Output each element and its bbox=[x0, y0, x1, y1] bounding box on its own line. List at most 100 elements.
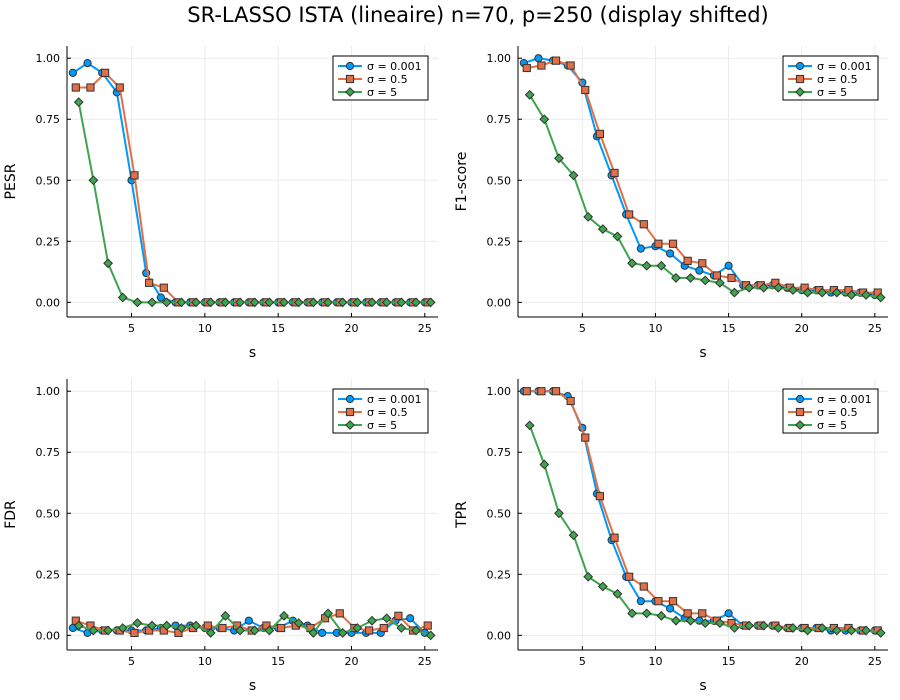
legend-label: σ = 5 bbox=[817, 419, 847, 432]
data-point bbox=[337, 628, 348, 638]
series-3 bbox=[524, 420, 886, 638]
data-point bbox=[364, 626, 374, 635]
x-tick-label: 20 bbox=[344, 322, 358, 335]
data-point bbox=[597, 581, 608, 592]
legend-label: σ = 0.5 bbox=[817, 73, 858, 86]
data-point bbox=[641, 608, 652, 619]
data-point bbox=[103, 258, 113, 269]
data-point bbox=[337, 297, 348, 308]
y-tick-label: 1.00 bbox=[36, 52, 61, 65]
data-point bbox=[668, 239, 678, 248]
legend-label: σ = 0.001 bbox=[367, 393, 422, 406]
data-point bbox=[318, 628, 327, 638]
data-point bbox=[279, 297, 289, 308]
y-tick-label: 0.75 bbox=[487, 113, 512, 126]
data-point bbox=[352, 623, 363, 633]
figure-title: SR-LASSO ISTA (lineaire) n=70, p=250 (di… bbox=[187, 3, 768, 27]
y-tick-label: 0.25 bbox=[487, 568, 512, 581]
data-point bbox=[788, 623, 798, 633]
data-point bbox=[176, 623, 187, 633]
data-point bbox=[695, 266, 704, 275]
y-tick-label: 1.00 bbox=[487, 385, 512, 398]
data-point bbox=[161, 297, 172, 308]
data-point bbox=[597, 224, 608, 235]
series-2 bbox=[522, 56, 882, 297]
data-point bbox=[554, 508, 564, 519]
data-point bbox=[846, 290, 857, 300]
data-point bbox=[683, 256, 692, 265]
data-point bbox=[610, 168, 619, 178]
legend-marker bbox=[795, 74, 805, 84]
x-tick-label: 15 bbox=[722, 322, 736, 335]
data-point bbox=[73, 620, 84, 631]
x-tick-label: 10 bbox=[648, 322, 662, 335]
data-point bbox=[367, 615, 377, 626]
y-tick-label: 0.50 bbox=[36, 174, 61, 187]
y-tick-label: 0.25 bbox=[36, 568, 61, 581]
data-point bbox=[406, 614, 415, 623]
data-point bbox=[86, 83, 95, 92]
data-point bbox=[685, 273, 696, 283]
legend-label: σ = 0.5 bbox=[817, 406, 858, 419]
data-point bbox=[130, 628, 139, 638]
x-tick-label: 20 bbox=[344, 655, 358, 668]
data-point bbox=[264, 297, 275, 308]
data-point bbox=[583, 571, 594, 582]
data-point bbox=[668, 597, 678, 606]
data-point bbox=[276, 623, 286, 633]
data-point bbox=[381, 297, 392, 308]
legend-marker bbox=[795, 61, 805, 71]
data-point bbox=[117, 623, 128, 633]
data-point bbox=[551, 387, 561, 396]
legend-marker bbox=[345, 87, 355, 97]
data-point bbox=[83, 58, 92, 68]
data-point bbox=[817, 623, 828, 633]
data-point bbox=[205, 297, 216, 308]
data-point bbox=[654, 239, 663, 248]
data-point bbox=[802, 625, 813, 636]
data-point bbox=[639, 582, 648, 591]
legend-marker bbox=[345, 74, 355, 84]
data-point bbox=[551, 56, 561, 65]
x-tick-label: 15 bbox=[722, 655, 736, 668]
data-point bbox=[176, 297, 187, 308]
y-tick-label: 0.00 bbox=[36, 629, 61, 642]
data-point bbox=[641, 260, 652, 271]
data-point bbox=[71, 83, 80, 92]
y-tick-label: 1.00 bbox=[487, 52, 512, 65]
x-axis-label: s bbox=[699, 345, 706, 361]
data-point bbox=[425, 297, 436, 308]
legend-label: σ = 5 bbox=[367, 419, 397, 432]
data-point bbox=[367, 297, 377, 308]
legend-marker bbox=[795, 394, 805, 404]
data-point bbox=[595, 492, 604, 501]
data-point bbox=[700, 618, 711, 629]
data-point bbox=[685, 615, 696, 626]
y-tick-label: 0.25 bbox=[487, 235, 512, 248]
data-point bbox=[861, 290, 871, 300]
data-point bbox=[101, 68, 110, 77]
data-point bbox=[191, 620, 201, 631]
data-point bbox=[323, 297, 333, 308]
legend-label: σ = 0.001 bbox=[817, 60, 872, 73]
data-point bbox=[773, 282, 784, 293]
data-point bbox=[744, 282, 754, 293]
series-2 bbox=[71, 68, 432, 307]
y-tick-label: 0.50 bbox=[36, 507, 61, 520]
legend-label: σ = 0.001 bbox=[817, 393, 872, 406]
data-point bbox=[846, 625, 857, 636]
x-axis-label: s bbox=[699, 678, 706, 694]
panel-fdr: 5 10 15 20 25 0.00 0.25 0.50 0.75 1.00 s FDR σ = 0.0… bbox=[3, 379, 438, 694]
data-point bbox=[698, 259, 707, 268]
legend-marker bbox=[795, 407, 805, 417]
data-point bbox=[522, 63, 531, 73]
data-point bbox=[103, 625, 113, 636]
data-point bbox=[554, 153, 564, 164]
data-point bbox=[425, 630, 436, 641]
data-point bbox=[205, 628, 216, 638]
data-point bbox=[88, 175, 99, 186]
y-tick-label: 0.75 bbox=[36, 113, 61, 126]
data-point bbox=[610, 533, 619, 542]
